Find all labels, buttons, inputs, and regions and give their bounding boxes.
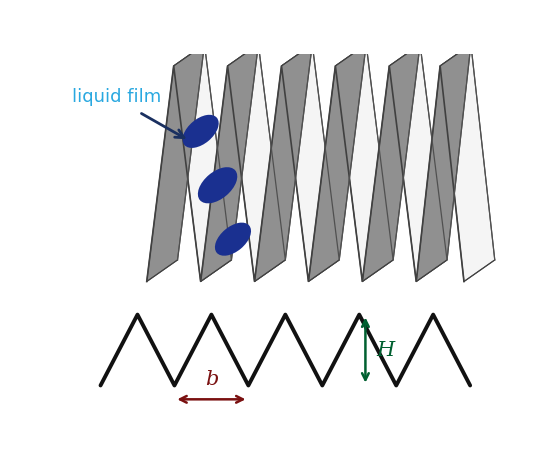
- Polygon shape: [201, 44, 258, 281]
- Ellipse shape: [183, 115, 219, 148]
- Text: H: H: [376, 341, 395, 360]
- Polygon shape: [362, 44, 420, 281]
- Polygon shape: [174, 44, 231, 281]
- Polygon shape: [146, 44, 205, 281]
- Ellipse shape: [215, 222, 251, 256]
- Polygon shape: [254, 44, 312, 281]
- Polygon shape: [335, 44, 393, 281]
- Text: b: b: [205, 370, 218, 389]
- Polygon shape: [440, 44, 495, 281]
- Polygon shape: [389, 44, 447, 281]
- Ellipse shape: [198, 167, 237, 203]
- Polygon shape: [282, 44, 339, 281]
- Polygon shape: [228, 44, 285, 281]
- Polygon shape: [309, 44, 366, 281]
- Text: liquid film: liquid film: [72, 88, 162, 106]
- Polygon shape: [416, 44, 471, 281]
